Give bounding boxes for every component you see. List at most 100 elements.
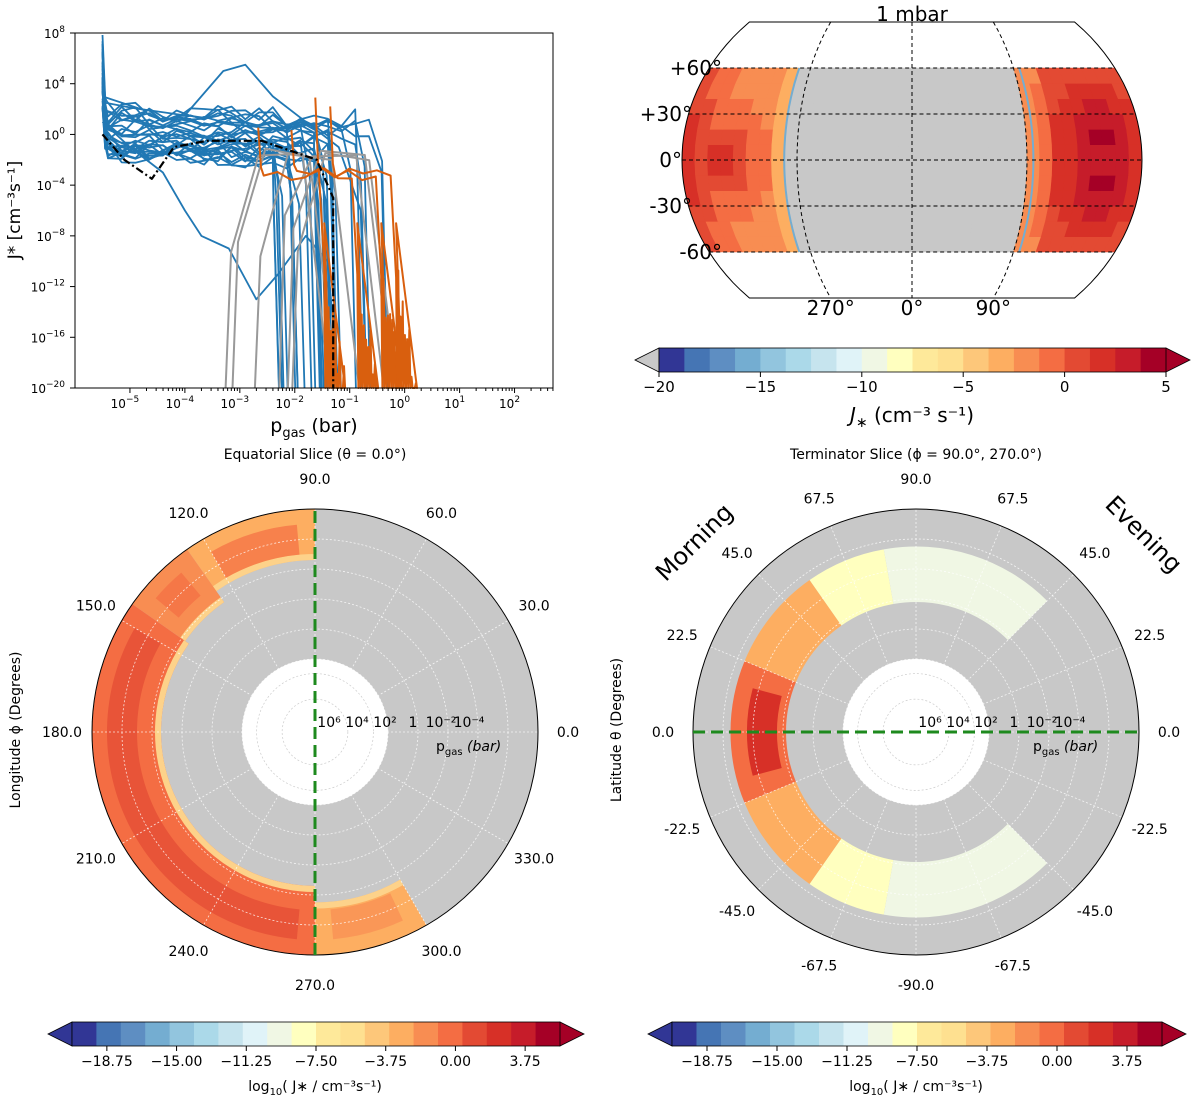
polar-radial-tick-label: 10⁶ [317, 715, 341, 731]
map-panel: 1 mbar +60° +30° 0° -30° -60° 270° 0° 90° [640, 2, 1143, 320]
polar-band [744, 781, 842, 884]
colorbar-cell [1013, 348, 1040, 372]
polar-angle-tick-label: 330.0 [514, 852, 554, 868]
polar-band-edge [180, 597, 225, 642]
colorbar-under-arrow [47, 1021, 73, 1047]
profiles-xlabel: pgas (bar) [270, 415, 357, 441]
map-cell [1077, 144, 1092, 161]
map-cell [1051, 159, 1066, 176]
map-cell [1090, 144, 1104, 161]
map-cell [887, 83, 901, 99]
map-cell [873, 129, 888, 145]
map-cell [746, 129, 761, 145]
mean-profile-line [101, 133, 335, 388]
map-cell [922, 67, 936, 84]
map-cell [923, 98, 938, 115]
map-cell [861, 113, 876, 130]
colorbar-cell [966, 1022, 991, 1046]
map-cell [934, 236, 948, 253]
y-tick-label: 10−8 [36, 228, 65, 244]
colorbar-cell [794, 1022, 820, 1046]
map-cell [835, 159, 849, 176]
map-cell [1088, 129, 1104, 145]
map-cell [962, 159, 977, 176]
terminator-radial-axis-label: pgas (bar) [1033, 739, 1098, 758]
map-cell [975, 144, 989, 161]
colorbar-cell [194, 1022, 219, 1046]
colorbar-tick-label: −11.25 [220, 1054, 272, 1070]
map-cell [682, 159, 696, 176]
profiles-y-ticks: 108 104 100 10−4 10−8 10−12 10−16 10−20 [31, 25, 75, 396]
colorbar-under-arrow [647, 1021, 673, 1047]
map-cell [1039, 144, 1053, 161]
map-colorbar-label: J∗ (cm⁻³ s⁻¹) [846, 403, 974, 431]
map-cell [707, 144, 722, 161]
polar-angle-tick-label: 60.0 [426, 506, 457, 522]
colorbar-cell [843, 1022, 869, 1046]
polar-angle-tick-label: 150.0 [76, 599, 116, 615]
map-graticule [682, 21, 1142, 299]
colorbar-cell [892, 1022, 918, 1046]
map-cell [949, 144, 964, 161]
map-cell [935, 98, 950, 115]
map-cell [946, 221, 961, 237]
y-tick-label: 100 [44, 126, 65, 142]
polar-grid-spoke [121, 741, 298, 844]
polar-grid-spoke [929, 745, 1074, 890]
colorbar-tick-label: −15.00 [751, 1054, 803, 1070]
map-cell [707, 159, 722, 176]
colorbar-over-arrow [1161, 1021, 1187, 1047]
terminator-colorbar-label: log10( J∗ / cm⁻³s⁻¹) [849, 1079, 983, 1098]
map-lon-label: 270° [807, 296, 855, 320]
map-cell [1063, 175, 1078, 191]
map-cell [720, 159, 734, 176]
colorbar-cell [785, 348, 812, 372]
map-outline [681, 21, 1143, 299]
map-cell [911, 113, 925, 130]
colorbar-tick-label: 0 [1060, 378, 1070, 396]
colorbar-cell [1089, 348, 1116, 372]
map-cell [911, 98, 925, 115]
map-cell [682, 144, 696, 161]
map-cell [974, 175, 989, 191]
polar-grid-spoke [758, 745, 903, 890]
map-cell [783, 144, 798, 161]
map-cell [911, 221, 925, 237]
map-cell [1064, 159, 1079, 176]
map-cell [1128, 144, 1142, 161]
map-cell [974, 129, 989, 145]
map-cell [863, 83, 878, 99]
map-cell [835, 129, 850, 145]
map-cell [860, 144, 875, 161]
polar-band [883, 823, 1048, 918]
map-cell [886, 190, 900, 207]
map-cell [797, 129, 812, 145]
map-cell [1102, 159, 1117, 176]
map-cell [860, 159, 875, 176]
polar-radial-tick-label: 10⁶ [918, 715, 942, 731]
colorbar-cell [861, 348, 888, 372]
colorbar-cell [937, 348, 964, 372]
map-cell [898, 144, 913, 161]
colorbar-cell [868, 1022, 893, 1046]
blue-profile-line [101, 100, 323, 389]
map-cell [822, 129, 837, 145]
map-cell [886, 113, 900, 130]
polar-angle-tick-label: -67.5 [801, 959, 837, 975]
map-cell [935, 221, 949, 237]
map-cell [898, 175, 913, 191]
map-cell [958, 83, 973, 99]
map-cell [936, 113, 951, 130]
map-cell [949, 175, 964, 191]
colorbar-tick-label: −20 [643, 378, 675, 396]
colorbar-cell [316, 1022, 341, 1046]
polar-band-edge [155, 640, 315, 892]
polar-radial-tick-label: 10⁴ [946, 715, 970, 731]
map-cell [812, 98, 828, 115]
map-cell [1113, 175, 1129, 191]
map-cell [875, 83, 889, 99]
map-cell [1011, 190, 1026, 207]
polar-radial-tick-label: 10⁻² [1027, 715, 1058, 731]
y-tick-label: 108 [44, 25, 65, 41]
